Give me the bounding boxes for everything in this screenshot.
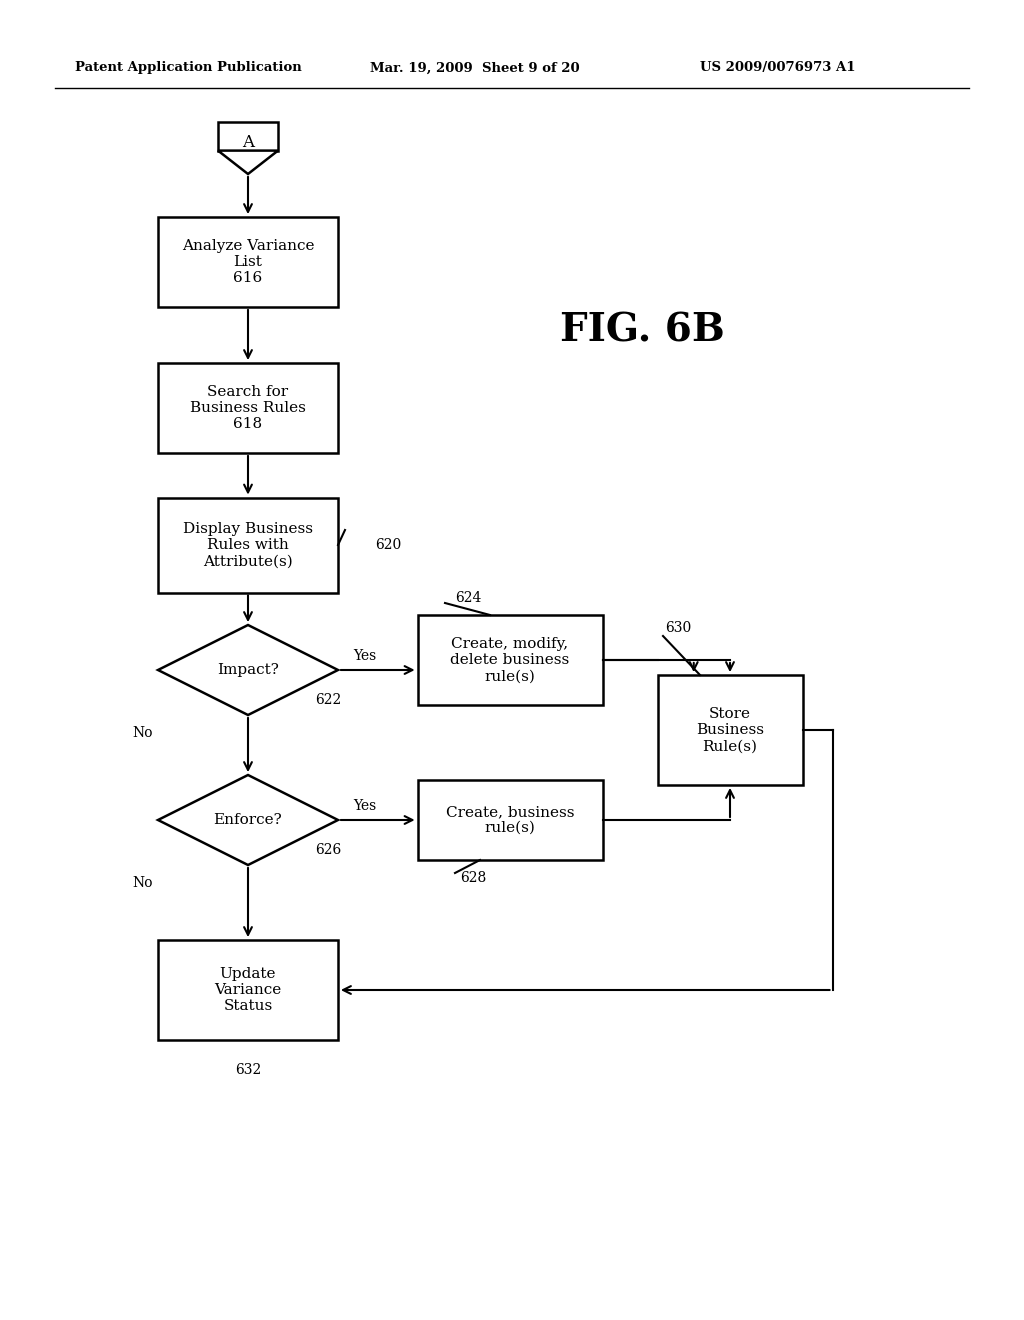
Text: Yes: Yes [353, 649, 376, 663]
Bar [158, 940, 338, 1040]
Text: No: No [132, 876, 153, 890]
Text: US 2009/0076973 A1: US 2009/0076973 A1 [700, 62, 855, 74]
Text: Display Business
Rules with
Attribute(s): Display Business Rules with Attribute(s) [183, 521, 313, 568]
Text: 628: 628 [460, 871, 486, 884]
Bar [418, 780, 602, 861]
Text: 624: 624 [455, 591, 481, 605]
Polygon shape [158, 775, 338, 865]
Text: Update
Variance
Status: Update Variance Status [214, 966, 282, 1014]
Text: 626: 626 [315, 843, 341, 857]
Polygon shape [158, 624, 338, 715]
Text: A: A [242, 135, 254, 152]
Bar [158, 363, 338, 453]
Text: Search for
Business Rules
618: Search for Business Rules 618 [190, 385, 306, 432]
Bar [158, 498, 338, 593]
Text: Enforce?: Enforce? [214, 813, 283, 828]
Text: Patent Application Publication: Patent Application Publication [75, 62, 302, 74]
Polygon shape [218, 150, 278, 174]
Bar [158, 216, 338, 308]
Bar [218, 121, 278, 150]
Text: 622: 622 [315, 693, 341, 708]
Text: Store
Business
Rule(s): Store Business Rule(s) [696, 706, 764, 754]
Text: FIG. 6B: FIG. 6B [560, 312, 725, 348]
Text: Mar. 19, 2009  Sheet 9 of 20: Mar. 19, 2009 Sheet 9 of 20 [370, 62, 580, 74]
Text: 632: 632 [234, 1063, 261, 1077]
Text: Yes: Yes [353, 799, 376, 813]
Text: Create, business
rule(s): Create, business rule(s) [445, 805, 574, 836]
Bar [657, 675, 803, 785]
Text: Create, modify,
delete business
rule(s): Create, modify, delete business rule(s) [451, 636, 569, 684]
Text: Analyze Variance
List
616: Analyze Variance List 616 [181, 239, 314, 285]
Text: 620: 620 [375, 539, 401, 552]
Text: No: No [132, 726, 153, 741]
Bar [418, 615, 602, 705]
Text: 630: 630 [665, 620, 691, 635]
Text: Impact?: Impact? [217, 663, 279, 677]
